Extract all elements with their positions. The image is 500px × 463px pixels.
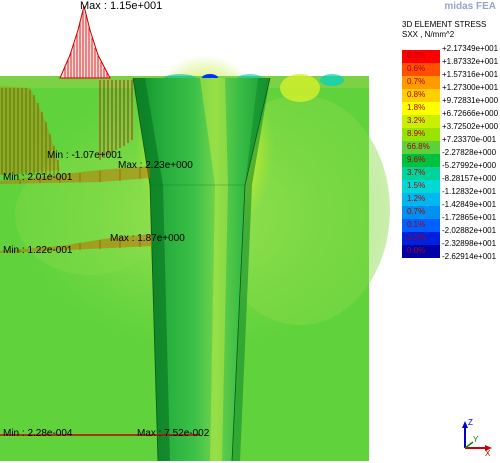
legend-band: 66.8%	[402, 141, 500, 154]
legend-band: 0.6%	[402, 63, 500, 76]
legend-swatch: 1.5%	[402, 180, 440, 193]
legend-band-percent: 0.1%	[407, 220, 426, 229]
legend-swatch: 66.8%	[402, 141, 440, 154]
axis-triad: Z X Y	[455, 418, 495, 458]
legend-swatch: 9.6%	[402, 154, 440, 167]
legend-band: 0.8%	[402, 89, 500, 102]
legend-band-percent: 8.9%	[407, 129, 426, 138]
legend-band-percent: 1.5%	[407, 181, 426, 190]
legend-swatch: 0.2%	[402, 50, 440, 63]
legend-units: SXX , N/mm^2	[402, 30, 455, 39]
legend-band: 0.1%	[402, 219, 500, 232]
legend-value: +6.72666e+000	[442, 109, 499, 118]
legend-swatch: 0.8%	[402, 89, 440, 102]
legend-value: -5.27992e+000	[442, 161, 497, 170]
stress-plot-upper	[0, 80, 133, 175]
axis-z-label: Z	[468, 418, 473, 427]
min-label-bottom: Min : 2.28e-004	[3, 428, 73, 439]
legend-value: +1.27300e+001	[442, 83, 499, 92]
legend-band-percent: 3.2%	[407, 116, 426, 125]
axis-triad-icon	[462, 421, 492, 451]
legend-band-percent: 1.2%	[407, 194, 426, 203]
legend-band-percent: 1.8%	[407, 103, 426, 112]
legend-band: 8.9%	[402, 128, 500, 141]
axis-x-label: X	[485, 449, 491, 458]
legend-swatch: 3.2%	[402, 115, 440, 128]
legend-band-percent: 0.7%	[407, 77, 426, 86]
legend-band-percent: 0.1%	[407, 233, 426, 242]
legend-value: -8.28157e+000	[442, 174, 497, 183]
legend-value: -1.72865e+001	[442, 213, 497, 222]
max-label-2: Max : 2.23e+000	[118, 160, 193, 171]
legend-band-percent: 0.2%	[407, 51, 426, 60]
legend-value: +9.72831e+000	[442, 96, 499, 105]
legend-band-percent: 9.6%	[407, 155, 426, 164]
legend-header: midas FEA 3D ELEMENT STRESS SXX , N/mm^2	[369, 0, 500, 44]
legend-value: -2.02882e+001	[442, 226, 497, 235]
legend-swatch: 0.0%	[402, 245, 440, 258]
app-brand-logo: midas FEA	[444, 1, 496, 12]
legend-value: +3.72502e+000	[442, 122, 499, 131]
legend-band: 0.2%	[402, 50, 500, 63]
legend-swatch: 1.2%	[402, 193, 440, 206]
legend-swatch: 0.1%	[402, 232, 440, 245]
legend-band: 0.1%	[402, 232, 500, 245]
max-label-3: Max : 1.87e+000	[110, 233, 185, 244]
stress-plot-top	[59, 5, 111, 79]
legend-band: 0.0%	[402, 245, 500, 258]
legend-title: 3D ELEMENT STRESS	[402, 20, 487, 29]
legend-value: -1.42849e+001	[442, 200, 497, 209]
legend-value: +1.57316e+001	[442, 70, 499, 79]
min-label-1: Min : -1.07e+001	[47, 150, 123, 161]
legend-band: 0.7%	[402, 76, 500, 89]
legend-band-percent: 3.7%	[407, 168, 426, 177]
legend-value: +2.17349e+001	[442, 44, 499, 53]
legend-band: 1.5%	[402, 180, 500, 193]
stress-plot-middle	[0, 166, 150, 184]
legend-swatch: 8.9%	[402, 128, 440, 141]
legend-value: +7.23370e-001	[442, 135, 497, 144]
min-label-3: Min : 1.22e-001	[3, 245, 73, 256]
legend-band: 1.8%	[402, 102, 500, 115]
max-label-top: Max : 1.15e+001	[80, 0, 163, 12]
legend-value: -2.32898e+001	[442, 239, 497, 248]
min-label-2: Min : 2.01e-001	[3, 172, 73, 183]
legend-value: -1.12832e+001	[442, 187, 497, 196]
legend-band-percent: 0.0%	[407, 246, 426, 255]
legend-band: 3.7%	[402, 167, 500, 180]
legend-swatch: 3.7%	[402, 167, 440, 180]
legend-value: -2.62914e+001	[442, 252, 497, 261]
legend-swatch: 0.7%	[402, 76, 440, 89]
legend-value: +1.87332e+001	[442, 57, 499, 66]
legend-swatch: 1.8%	[402, 102, 440, 115]
legend-swatch: 0.7%	[402, 206, 440, 219]
legend-value: -2.27828e+000	[442, 148, 497, 157]
legend-band: 9.6%	[402, 154, 500, 167]
legend-swatch: 0.6%	[402, 63, 440, 76]
legend-band-percent: 0.8%	[407, 90, 426, 99]
legend-band: 3.2%	[402, 115, 500, 128]
legend-band: 1.2%	[402, 193, 500, 206]
legend-band-percent: 66.8%	[407, 142, 430, 151]
legend-band-percent: 0.6%	[407, 64, 426, 73]
legend-band: 0.7%	[402, 206, 500, 219]
legend-band-percent: 0.7%	[407, 207, 426, 216]
axis-y-label: Y	[473, 435, 479, 444]
legend-swatch: 0.1%	[402, 219, 440, 232]
max-label-bottom: Max : 7.52e-002	[137, 428, 210, 439]
stress-plot-lower	[0, 234, 152, 253]
